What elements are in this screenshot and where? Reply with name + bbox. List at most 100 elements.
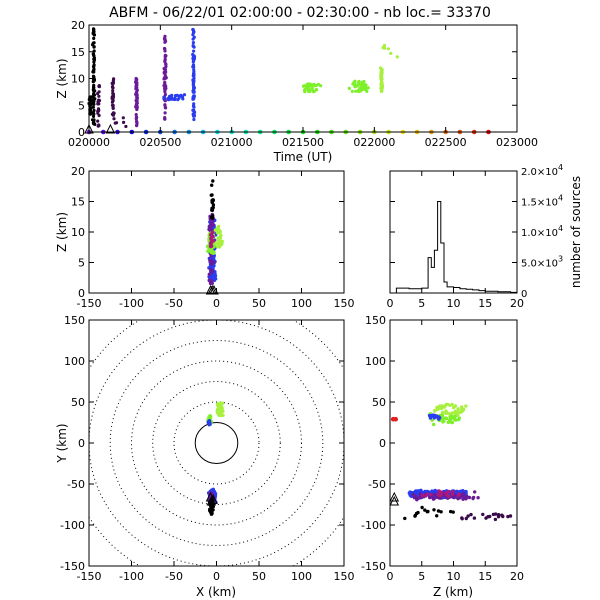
source-point bbox=[220, 405, 224, 409]
y-tick-label: -50 bbox=[67, 478, 85, 491]
source-point bbox=[221, 413, 225, 417]
source-point bbox=[97, 84, 101, 88]
source-point bbox=[464, 404, 468, 408]
plan-view-marks bbox=[206, 401, 225, 516]
source-point bbox=[311, 89, 315, 94]
range-ring bbox=[109, 340, 324, 546]
y-tick-label: 0 bbox=[78, 287, 85, 300]
x-height-ylabel: Z (km) bbox=[55, 212, 69, 252]
source-point bbox=[164, 106, 168, 110]
source-point bbox=[88, 112, 93, 116]
source-point bbox=[192, 105, 196, 109]
source-point bbox=[135, 123, 139, 127]
source-point bbox=[114, 121, 119, 125]
x-tick-label: 10 bbox=[447, 570, 461, 583]
range-rings bbox=[89, 320, 344, 566]
source-point bbox=[191, 41, 195, 45]
station-triangle bbox=[105, 123, 116, 134]
source-point bbox=[433, 409, 437, 413]
source-point bbox=[439, 493, 443, 497]
x-tick-label: -100 bbox=[119, 570, 144, 583]
source-point bbox=[164, 62, 168, 66]
source-point bbox=[97, 113, 101, 118]
x-tick-label: 0 bbox=[387, 570, 394, 583]
source-point bbox=[380, 84, 384, 88]
plan-view-axes: -150 -100 -50 0 50 100 150 -150 -100 -50 0 50 100 150 bbox=[60, 314, 354, 583]
y-tick-label: 100 bbox=[365, 355, 386, 368]
source-point bbox=[211, 223, 215, 227]
source-point bbox=[432, 508, 436, 512]
source-point bbox=[355, 84, 359, 88]
source-point bbox=[92, 92, 96, 96]
source-point bbox=[379, 74, 383, 79]
source-point bbox=[362, 79, 366, 84]
source-point bbox=[191, 63, 196, 67]
source-point bbox=[191, 44, 195, 48]
source-point bbox=[218, 407, 222, 411]
source-point bbox=[217, 241, 221, 246]
y-tick-label: 15 bbox=[71, 46, 85, 59]
source-point bbox=[122, 120, 126, 124]
source-point bbox=[179, 93, 183, 97]
source-point bbox=[450, 411, 455, 415]
x-tick-label: -150 bbox=[77, 297, 102, 310]
source-point bbox=[461, 489, 465, 493]
source-point bbox=[456, 410, 460, 414]
source-point bbox=[207, 419, 212, 423]
source-point bbox=[471, 496, 475, 501]
source-point bbox=[439, 405, 444, 410]
source-point bbox=[496, 513, 501, 517]
y-height-marks bbox=[390, 402, 513, 522]
station-triangle bbox=[389, 495, 400, 506]
source-point bbox=[386, 47, 390, 51]
source-point bbox=[192, 68, 196, 72]
plan-view-frame bbox=[88, 319, 345, 567]
source-point bbox=[428, 416, 433, 420]
source-point bbox=[91, 43, 95, 47]
x-tick-label: 021000 bbox=[211, 136, 253, 149]
source-point bbox=[111, 106, 115, 110]
source-point bbox=[443, 404, 447, 408]
source-point bbox=[312, 84, 316, 88]
station-triangle bbox=[84, 123, 94, 134]
source-point bbox=[96, 107, 101, 111]
x-tick-label: -50 bbox=[165, 297, 183, 310]
range-ring bbox=[152, 381, 281, 505]
source-point bbox=[214, 241, 218, 246]
source-point bbox=[92, 45, 96, 49]
source-point bbox=[464, 516, 468, 521]
source-point bbox=[97, 99, 101, 103]
source-point bbox=[192, 102, 196, 106]
source-point bbox=[210, 183, 214, 187]
source-point bbox=[457, 416, 461, 420]
x-tick-label: 150 bbox=[334, 570, 355, 583]
y-tick-label: 100 bbox=[64, 355, 85, 368]
x-tick-label: 022000 bbox=[353, 136, 395, 149]
source-point bbox=[192, 117, 196, 122]
source-point bbox=[353, 79, 357, 83]
source-point bbox=[450, 420, 454, 425]
source-point bbox=[163, 58, 167, 62]
x-tick-label: 10 bbox=[447, 297, 461, 310]
source-point bbox=[209, 233, 213, 237]
y-height-annotations bbox=[389, 491, 400, 506]
source-point bbox=[426, 509, 430, 514]
source-point bbox=[209, 244, 214, 248]
source-point bbox=[163, 92, 167, 97]
x-tick-label: 100 bbox=[291, 570, 312, 583]
source-point bbox=[96, 119, 100, 123]
source-point bbox=[111, 113, 115, 117]
source-point bbox=[124, 124, 128, 129]
source-point bbox=[395, 55, 399, 59]
source-point bbox=[97, 123, 101, 127]
source-point bbox=[491, 512, 496, 517]
source-point bbox=[460, 517, 464, 521]
source-point bbox=[92, 60, 96, 64]
source-point bbox=[309, 83, 313, 87]
source-point bbox=[416, 510, 420, 515]
source-point bbox=[347, 86, 351, 90]
x-tick-label: 0 bbox=[387, 297, 394, 310]
source-point bbox=[92, 83, 96, 87]
source-point bbox=[379, 66, 383, 70]
